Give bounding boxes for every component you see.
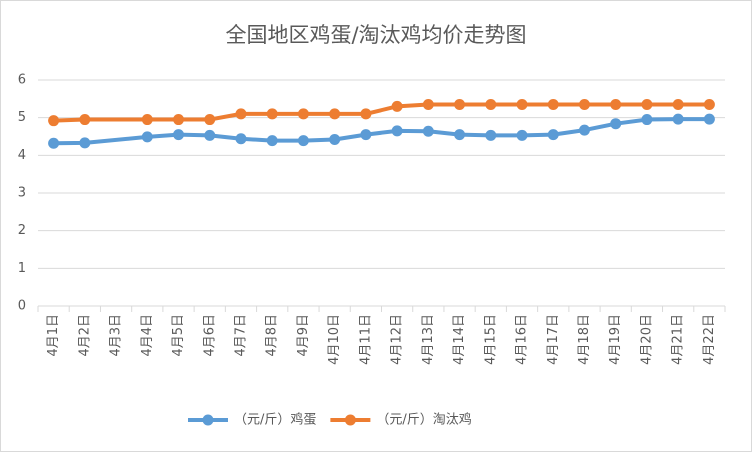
x-tick-label: 4月21日 bbox=[671, 314, 686, 365]
data-point bbox=[672, 98, 684, 110]
data-point bbox=[454, 98, 466, 110]
data-point bbox=[141, 114, 153, 126]
data-point bbox=[329, 134, 341, 146]
data-point bbox=[641, 114, 653, 126]
data-point bbox=[547, 129, 559, 141]
x-tick-label: 4月2日 bbox=[77, 314, 92, 357]
x-tick-label: 4月9日 bbox=[296, 314, 311, 357]
x-tick-label: 4月11日 bbox=[358, 314, 373, 365]
y-tick-label: 1 bbox=[18, 261, 26, 276]
x-tick-label: 4月22日 bbox=[702, 314, 717, 365]
data-point bbox=[297, 135, 309, 147]
x-tick-label: 4月20日 bbox=[639, 314, 654, 365]
data-point bbox=[360, 129, 372, 141]
data-point bbox=[422, 125, 434, 137]
data-point bbox=[516, 98, 528, 110]
x-tick-label: 4月4日 bbox=[140, 314, 155, 357]
y-tick-label: 2 bbox=[18, 223, 26, 238]
chart-title: 全国地区鸡蛋/淘汰鸡均价走势图 bbox=[225, 23, 526, 47]
data-point bbox=[141, 131, 153, 143]
data-point bbox=[641, 98, 653, 110]
x-tick-label: 4月10日 bbox=[327, 314, 342, 365]
data-point bbox=[48, 115, 60, 127]
x-tick-label: 4月5日 bbox=[171, 314, 186, 357]
x-tick-label: 4月15日 bbox=[483, 314, 498, 365]
x-tick-label: 4月13日 bbox=[421, 314, 436, 365]
x-tick-label: 4月1日 bbox=[46, 314, 61, 357]
x-tick-label: 4月18日 bbox=[577, 314, 592, 365]
data-point bbox=[266, 108, 278, 120]
data-point bbox=[578, 98, 590, 110]
data-point bbox=[204, 129, 216, 141]
data-point bbox=[79, 137, 91, 149]
x-tick-label: 4月6日 bbox=[202, 314, 217, 357]
data-point bbox=[266, 135, 278, 147]
y-tick-label: 6 bbox=[18, 73, 26, 88]
data-point bbox=[672, 113, 684, 125]
data-point bbox=[48, 137, 60, 149]
data-point bbox=[547, 98, 559, 110]
x-tick-label: 4月16日 bbox=[515, 314, 530, 365]
data-point bbox=[297, 108, 309, 120]
data-point bbox=[422, 98, 434, 110]
data-point bbox=[610, 98, 622, 110]
data-point bbox=[391, 100, 403, 112]
data-point bbox=[173, 114, 185, 126]
data-point bbox=[204, 114, 216, 126]
data-point bbox=[79, 114, 91, 126]
data-point bbox=[329, 108, 341, 120]
data-point bbox=[454, 129, 466, 141]
data-point bbox=[703, 113, 715, 125]
y-tick-label: 3 bbox=[18, 186, 26, 201]
y-tick-label: 5 bbox=[18, 110, 26, 125]
x-tick-label: 4月8日 bbox=[265, 314, 280, 357]
data-point bbox=[485, 129, 497, 141]
data-point bbox=[703, 98, 715, 110]
y-tick-label: 0 bbox=[18, 299, 26, 314]
data-point bbox=[610, 118, 622, 130]
data-point bbox=[235, 108, 247, 120]
legend-label: （元/斤）鸡蛋 bbox=[234, 412, 316, 428]
x-tick-label: 4月7日 bbox=[233, 314, 248, 357]
y-tick-label: 4 bbox=[18, 148, 26, 163]
legend-marker bbox=[202, 414, 214, 426]
data-point bbox=[235, 133, 247, 145]
x-tick-label: 4月3日 bbox=[109, 314, 124, 357]
x-tick-label: 4月17日 bbox=[546, 314, 561, 365]
legend-marker bbox=[344, 414, 356, 426]
x-tick-label: 4月14日 bbox=[452, 314, 467, 365]
data-point bbox=[485, 98, 497, 110]
data-point bbox=[391, 125, 403, 137]
data-point bbox=[173, 129, 185, 141]
data-point bbox=[360, 108, 372, 120]
data-point bbox=[516, 129, 528, 141]
data-point bbox=[578, 124, 590, 136]
x-tick-label: 4月12日 bbox=[390, 314, 405, 365]
legend-label: （元/斤）淘汰鸡 bbox=[376, 412, 471, 428]
x-tick-label: 4月19日 bbox=[608, 314, 623, 365]
